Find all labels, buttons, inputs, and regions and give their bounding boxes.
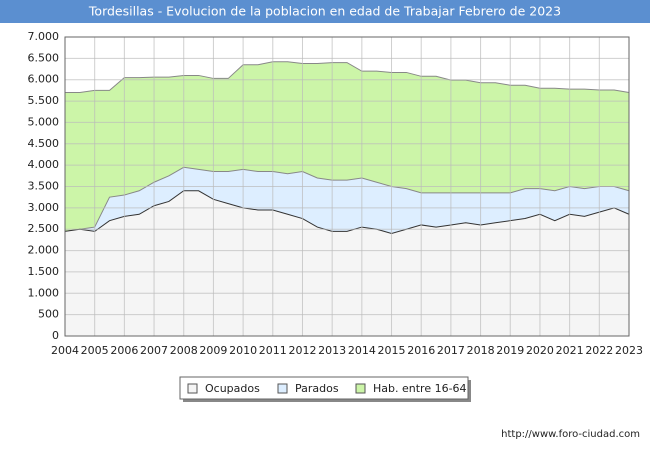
x-tick-label: 2016 (407, 344, 435, 357)
x-tick-label: 2017 (437, 344, 465, 357)
y-tick-label: 4.000 (28, 158, 60, 171)
y-tick-label: 2.500 (28, 222, 60, 235)
y-tick-label: 7.000 (28, 30, 60, 43)
x-tick-label: 2009 (199, 344, 227, 357)
x-tick-label: 2015 (378, 344, 406, 357)
y-tick-label: 3.000 (28, 201, 60, 214)
y-tick-label: 6.500 (28, 51, 60, 64)
plot-border (64, 36, 630, 337)
title-bar (0, 0, 650, 23)
y-tick-label: 5.500 (28, 94, 60, 107)
x-tick-label: 2005 (81, 344, 109, 357)
x-tick-label: 2011 (259, 344, 287, 357)
y-tick-label: 5.000 (28, 115, 60, 128)
line (64, 166, 630, 232)
legend-label: Hab. entre 16-64 (373, 382, 467, 395)
x-tick-label: 2022 (585, 344, 613, 357)
legend-swatch (355, 383, 366, 394)
x-tick-label: 2020 (526, 344, 554, 357)
x-tick-label: 2013 (318, 344, 346, 357)
y-tick-label: 0 (52, 329, 59, 342)
area (65, 190, 629, 336)
legend-label: Ocupados (205, 382, 260, 395)
line (65, 61, 630, 94)
source: http://www.foro-ciudad.com (501, 429, 640, 440)
legend-swatch (277, 383, 288, 394)
x-tick-label: 2018 (467, 344, 495, 357)
y-tick-label: 1.500 (28, 265, 60, 278)
line (64, 190, 630, 235)
x-tick-label: 2010 (229, 344, 257, 357)
x-tick-label: 2008 (170, 344, 198, 357)
legend-swatch (187, 383, 198, 394)
x-tick-label: 2012 (288, 344, 316, 357)
x-tick-label: 2007 (140, 344, 168, 357)
y-tick-label: 4.500 (28, 137, 60, 150)
y-tick-label: 6.000 (28, 73, 60, 86)
x-tick-label: 2019 (496, 344, 524, 357)
x-tick-label: 2014 (348, 344, 376, 357)
legend: Ocupados Parados Hab. entre 16-64 (179, 376, 471, 402)
y-tick-label: 500 (38, 308, 59, 321)
x-tick-label: 2006 (110, 344, 138, 357)
x-tick-label: 2004 (51, 344, 79, 357)
area (65, 167, 629, 234)
y-tick-label: 3.500 (28, 180, 60, 193)
x-tick-label: 2023 (615, 344, 643, 357)
chart-title: Tordesillas - Evolucion de la poblacion … (88, 4, 561, 19)
y-tick-label: 2.000 (28, 244, 60, 257)
x-tick-label: 2021 (556, 344, 584, 357)
legend-label: Parados (295, 382, 339, 395)
legend-box (179, 376, 469, 400)
y-tick-label: 1.000 (28, 286, 60, 299)
